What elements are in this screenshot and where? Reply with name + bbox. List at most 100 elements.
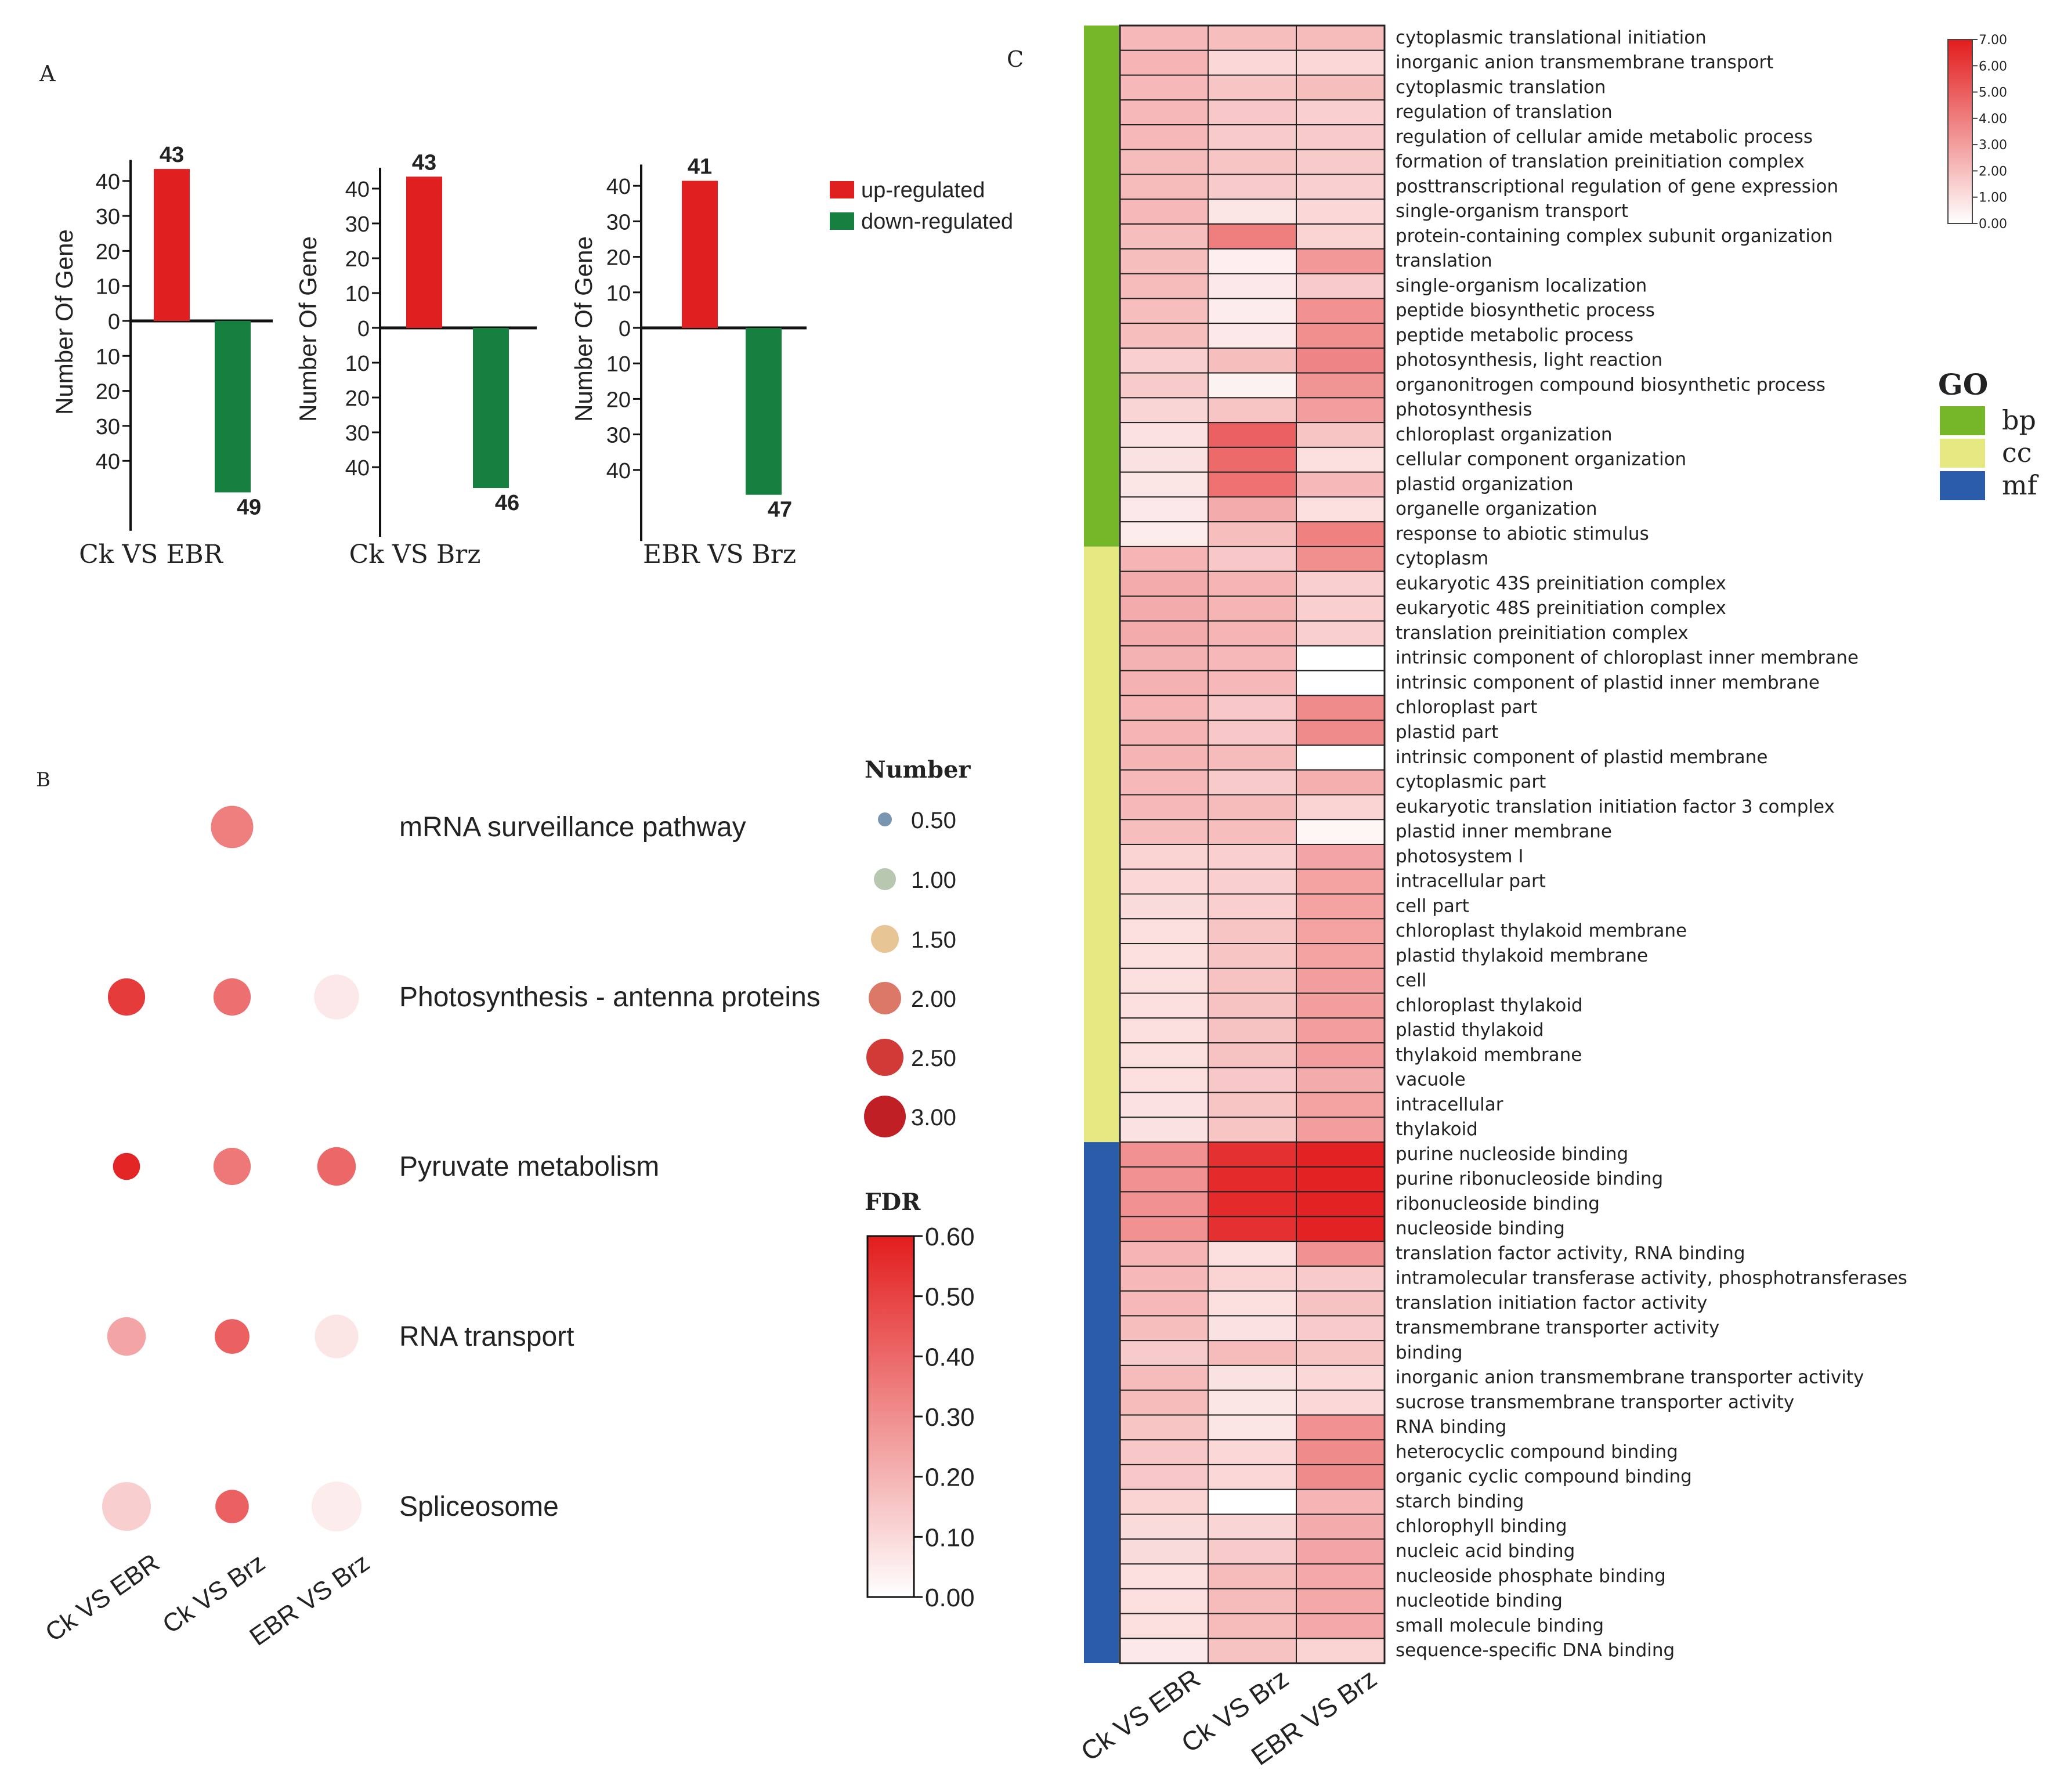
go-term-label: sequence-specific DNA binding xyxy=(1396,1640,1675,1661)
y-tick-label: 0 xyxy=(357,317,370,341)
colorbar-tick-label: 6.00 xyxy=(1979,59,2007,74)
go-group-bar-bp xyxy=(1084,26,1119,547)
heatmap-cell xyxy=(1119,595,1209,622)
heatmap-cell xyxy=(1296,397,1385,424)
heatmap-cell xyxy=(1119,1191,1209,1217)
y-tick-label: 40 xyxy=(345,456,370,480)
heatmap-cell xyxy=(1208,99,1297,126)
go-term-label: eukaryotic translation initiation factor… xyxy=(1396,796,1835,817)
heatmap-cell xyxy=(1296,1290,1385,1317)
colorbar-tick-label: 2.00 xyxy=(1979,164,2007,179)
pathway-label: Pyruvate metabolism xyxy=(399,1151,659,1182)
heatmap-cell xyxy=(1119,1092,1209,1118)
go-term-label: intracellular part xyxy=(1396,871,1546,892)
go-term-label: peptide biosynthetic process xyxy=(1396,300,1655,321)
size-legend-label: 2.50 xyxy=(911,1046,956,1071)
go-legend-label: cc xyxy=(2002,437,2032,468)
legend-up-swatch xyxy=(830,181,854,198)
heatmap-cell xyxy=(1208,794,1297,821)
colorbar-tick-label: 3.00 xyxy=(1979,138,2007,153)
heatmap-cell xyxy=(1119,620,1209,646)
go-term-label: chloroplast organization xyxy=(1396,424,1613,445)
heatmap-cell xyxy=(1296,1117,1385,1143)
heatmap-cell xyxy=(1119,372,1209,399)
legend-down-label: down-regulated xyxy=(861,209,1013,234)
heatmap-cell xyxy=(1119,323,1209,349)
heatmap-cell xyxy=(1119,1265,1209,1292)
fdr-tick-label: 0.60 xyxy=(925,1223,975,1251)
y-tick-label: 30 xyxy=(606,424,631,448)
bubble xyxy=(317,1147,356,1186)
heatmap-cell xyxy=(1296,645,1385,671)
heatmap-cell xyxy=(1208,25,1297,51)
go-term-label: chloroplast part xyxy=(1396,697,1537,718)
size-legend-label: 3.00 xyxy=(911,1105,956,1130)
heatmap-cell xyxy=(1119,74,1209,101)
heatmap-cell xyxy=(1119,1017,1209,1044)
size-legend-title: Number xyxy=(865,756,971,783)
heatmap-cell xyxy=(1119,844,1209,870)
heatmap-cell xyxy=(1296,1067,1385,1093)
heatmap-cell xyxy=(1296,570,1385,597)
heatmap-cell xyxy=(1119,1439,1209,1465)
heatmap-cell xyxy=(1296,74,1385,101)
heatmap-cell xyxy=(1296,198,1385,225)
heatmap-cell xyxy=(1208,1488,1297,1515)
heatmap-cell xyxy=(1296,1638,1385,1664)
up-bar xyxy=(406,176,442,328)
heatmap-cell xyxy=(1296,967,1385,994)
heatmap-cell xyxy=(1296,1042,1385,1068)
heatmap-cell xyxy=(1119,918,1209,945)
go-term-label: eukaryotic 48S preinitiation complex xyxy=(1396,598,1726,619)
heatmap-cell xyxy=(1208,74,1297,101)
go-term-label: inorganic anion transmembrane transporte… xyxy=(1396,1367,1864,1388)
panel-a-label: A xyxy=(39,61,56,86)
go-term-label: peptide metabolic process xyxy=(1396,325,1633,346)
heatmap-cell xyxy=(1208,1638,1297,1664)
size-legend-label: 1.00 xyxy=(911,868,956,893)
y-axis-label: Number Of Gene xyxy=(570,236,597,422)
go-legend-swatch xyxy=(1940,406,1985,435)
legend-up-label: up-regulated xyxy=(861,178,985,203)
heatmap-cell xyxy=(1119,1414,1209,1441)
go-term-label: organic cyclic compound binding xyxy=(1396,1466,1692,1487)
y-tick-label: 40 xyxy=(96,450,120,474)
heatmap-cell xyxy=(1208,1092,1297,1118)
bubble xyxy=(211,805,254,848)
bubble xyxy=(107,1317,146,1356)
go-term-label: cytoplasm xyxy=(1396,548,1488,569)
fdr-colorbar xyxy=(866,1235,915,1598)
go-term-label: single-organism transport xyxy=(1396,201,1628,222)
down-value-label: 49 xyxy=(237,495,261,519)
heatmap-cell xyxy=(1119,174,1209,200)
heatmap-cell xyxy=(1296,1340,1385,1366)
go-term-label: small molecule binding xyxy=(1396,1615,1604,1636)
heatmap-cell xyxy=(1119,496,1209,523)
heatmap-cell xyxy=(1296,918,1385,945)
heatmap-cell xyxy=(1119,1389,1209,1416)
size-legend-circle xyxy=(864,1096,906,1137)
go-term-label: nucleic acid binding xyxy=(1396,1541,1575,1562)
go-term-label: protein-containing complex subunit organ… xyxy=(1396,226,1833,247)
heatmap-cell xyxy=(1296,1513,1385,1540)
bubble xyxy=(213,1147,251,1186)
heatmap-cell xyxy=(1296,49,1385,76)
heatmap-cell xyxy=(1296,670,1385,696)
heatmap-cell xyxy=(1119,1513,1209,1540)
heatmap-cell xyxy=(1119,794,1209,821)
heatmap-cell xyxy=(1296,620,1385,646)
heatmap-cell xyxy=(1208,422,1297,448)
pathway-label: mRNA surveillance pathway xyxy=(399,812,746,843)
heatmap-cell xyxy=(1119,1315,1209,1342)
go-term-label: ribonucleoside binding xyxy=(1396,1193,1600,1214)
heatmap-cell xyxy=(1296,521,1385,547)
heatmap-cell xyxy=(1119,670,1209,696)
go-term-label: intrinsic component of plastid inner mem… xyxy=(1396,672,1820,693)
heatmap-cell xyxy=(1296,794,1385,821)
go-legend-swatch xyxy=(1940,439,1985,468)
heatmap-cell xyxy=(1296,1216,1385,1242)
heatmap-cell xyxy=(1296,1389,1385,1416)
heatmap-cell xyxy=(1208,298,1297,324)
heatmap-cell xyxy=(1296,769,1385,796)
heatmap-cell xyxy=(1208,744,1297,771)
